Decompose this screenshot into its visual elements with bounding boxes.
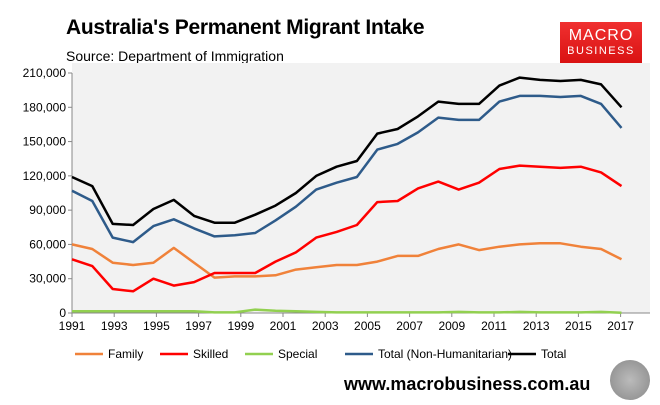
x-tick-label: 2003 (312, 319, 339, 333)
legend-label: Family (108, 347, 143, 361)
x-tick-label: 1995 (143, 319, 170, 333)
legend-label: Special (278, 347, 317, 361)
footer-url[interactable]: www.macrobusiness.com.au (344, 374, 591, 394)
series-line-special (72, 308, 622, 314)
chart-subtitle: Source: Department of Immigration (66, 48, 284, 64)
x-tick-label: 2013 (523, 319, 550, 333)
series-line-family (71, 242, 623, 279)
y-tick-label: 180,000 (23, 100, 67, 114)
logo-line1: MACRO (568, 27, 634, 44)
x-tick-label: 2007 (396, 319, 423, 333)
x-tick-label: 2015 (565, 319, 592, 333)
x-tick-label: 2009 (438, 319, 465, 333)
y-tick-label: 90,000 (29, 203, 66, 217)
logo-line2: BUSINESS (567, 45, 635, 57)
legend-label: Skilled (193, 347, 228, 361)
legend-label: Total (541, 347, 566, 361)
macrobusiness-logo: MACRO BUSINESS (560, 22, 642, 66)
x-tick-label: 1991 (59, 319, 86, 333)
x-tick-label: 2017 (607, 319, 634, 333)
series-line-skilled (71, 164, 623, 293)
x-tick-label: 2001 (270, 319, 297, 333)
wolf-logo-icon (610, 360, 650, 400)
x-tick-label: 2005 (354, 319, 381, 333)
series-line-total-non-humanitarian- (71, 94, 623, 244)
x-tick-label: 1993 (101, 319, 128, 333)
x-tick-label: 2011 (481, 319, 507, 333)
y-tick-label: 0 (59, 306, 66, 320)
series-line-total (71, 76, 623, 227)
y-tick-label: 60,000 (29, 237, 66, 251)
x-tick-label: 1999 (227, 319, 254, 333)
y-tick-label: 150,000 (23, 135, 67, 149)
x-tick-label: 1997 (185, 319, 212, 333)
y-tick-label: 210,000 (23, 66, 67, 80)
y-tick-label: 120,000 (23, 169, 67, 183)
y-tick-label: 30,000 (29, 272, 66, 286)
chart-title: Australia's Permanent Migrant Intake (66, 16, 425, 39)
legend-label: Total (Non-Humanitarian) (378, 347, 512, 361)
plot-area (72, 63, 650, 313)
